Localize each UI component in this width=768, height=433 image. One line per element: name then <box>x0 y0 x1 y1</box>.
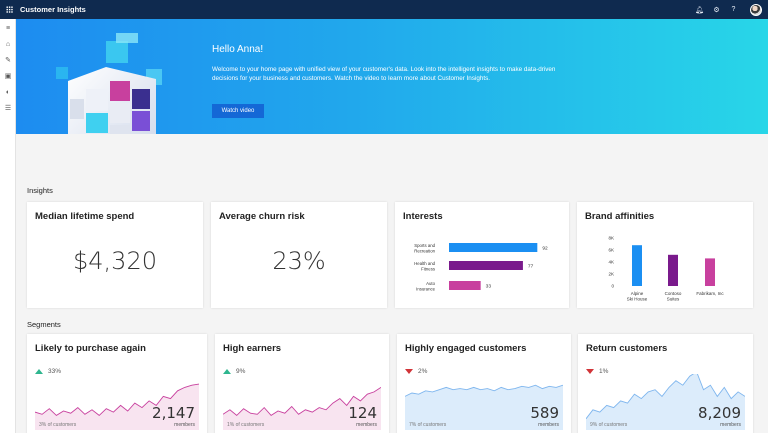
insights-section-label: Insights <box>27 186 53 195</box>
segment-card[interactable]: Likely to purchase again 33% 2,147 members 3… <box>27 334 207 433</box>
brand-affinities-card[interactable]: Brand affinities 0 2K 4K 6K 8K Alpine Ski Hous… <box>577 202 753 308</box>
card-title: Average churn risk <box>219 211 305 222</box>
segment-title: High earners <box>223 343 282 354</box>
segment-change: 2% <box>405 368 427 375</box>
home-icon[interactable]: ⌂ <box>5 41 11 48</box>
average-churn-risk-card[interactable]: Average churn risk 23% <box>211 202 387 308</box>
segment-members-label: members <box>174 422 195 428</box>
brand-category-label: Contoso Suites <box>665 291 682 302</box>
brand-bar[interactable] <box>705 258 715 286</box>
segment-sparkline <box>35 383 199 430</box>
gear-icon[interactable]: ⚙ <box>713 6 720 14</box>
segment-title: Likely to purchase again <box>35 343 146 354</box>
segment-icon[interactable]: ▣ <box>4 73 12 80</box>
segment-sparkline <box>586 374 745 430</box>
left-nav: ≡ ⌂ ✎ ▣ ◐ ☰ <box>0 19 16 433</box>
y-tick-label: 2K <box>608 272 614 277</box>
hero-description: Welcome to your home page with unified v… <box>212 66 556 83</box>
segment-member-count: 8,209 <box>698 404 741 422</box>
segment-percent-of-customers: 3% of customers <box>39 422 77 428</box>
brand-affinities-chart: 0 2K 4K 6K 8K Alpine Ski House Contoso Suites Fab… <box>608 236 724 302</box>
interest-value-label: 92 <box>542 246 548 252</box>
interests-card[interactable]: Interests Sports and Recreation 92 Health a… <box>395 202 569 308</box>
interests-chart: Sports and Recreation 92 Health and Fitness 7… <box>414 243 548 292</box>
brand-bar[interactable] <box>632 245 642 286</box>
segment-members-label: members <box>356 422 377 428</box>
hamburger-icon[interactable]: ≡ <box>5 25 11 32</box>
sparkline-area <box>223 387 381 430</box>
segment-sparkline <box>405 384 563 430</box>
segment-card[interactable]: Return customers 1% 8,209 members 9% of cust… <box>578 334 753 433</box>
median-lifetime-spend-value: $4,320 <box>73 247 157 275</box>
trend-down-icon <box>586 369 594 374</box>
card-title: Interests <box>403 211 443 222</box>
top-bar: Customer Insights 🔔︎ ⚙ ? <box>0 0 768 19</box>
pen-icon[interactable]: ✎ <box>5 57 11 64</box>
avatar[interactable] <box>750 3 762 16</box>
segment-percent-of-customers: 1% of customers <box>227 422 265 428</box>
cube-illustration <box>56 33 162 134</box>
segment-change-value: 1% <box>599 368 609 375</box>
segment-percent-of-customers: 7% of customers <box>409 422 447 428</box>
app-launcher-button[interactable] <box>0 0 19 19</box>
sparkline-area <box>35 384 199 430</box>
interest-bar[interactable] <box>449 243 538 252</box>
interest-value-label: 77 <box>528 264 534 270</box>
segment-card[interactable]: Highly engaged customers 2% 589 members 7% o… <box>397 334 571 433</box>
segment-title: Return customers <box>586 343 668 354</box>
segment-card[interactable]: High earners 9% 124 members 1% of customers <box>215 334 389 433</box>
hero-greeting: Hello Anna! <box>212 44 264 55</box>
data-icon[interactable]: ☰ <box>4 105 12 112</box>
y-tick-label: 6K <box>608 248 614 253</box>
segment-change-value: 33% <box>48 368 62 375</box>
card-title: Brand affinities <box>585 211 655 222</box>
segment-change: 9% <box>223 368 245 375</box>
segment-sparkline <box>223 387 381 430</box>
sparkline-line <box>223 387 381 417</box>
help-icon[interactable]: ? <box>731 6 736 13</box>
segment-title: Highly engaged customers <box>405 343 527 354</box>
y-tick-label: 4K <box>608 260 614 265</box>
segment-change-value: 9% <box>236 368 246 375</box>
sparkline-area <box>586 374 745 430</box>
average-churn-risk-value: 23% <box>272 247 326 275</box>
segment-members-label: members <box>720 422 741 428</box>
trend-down-icon <box>405 369 413 374</box>
brand-bar[interactable] <box>668 254 678 286</box>
segment-members-label: members <box>538 422 559 428</box>
app-title[interactable]: Customer Insights <box>20 5 86 14</box>
interest-category-label: Auto Insurance <box>416 281 435 292</box>
bell-icon[interactable]: 🔔︎ <box>695 6 704 14</box>
interest-bar[interactable] <box>449 261 523 270</box>
interest-category-label: Sports and Recreation <box>414 243 435 254</box>
segment-percent-of-customers: 9% of customers <box>590 422 628 428</box>
waffle-icon <box>6 6 13 13</box>
segment-member-count: 124 <box>348 404 377 422</box>
brand-category-label: Alpine Ski House <box>627 291 648 302</box>
card-title: Median lifetime spend <box>35 211 135 222</box>
interest-bar[interactable] <box>449 281 481 290</box>
segment-member-count: 589 <box>530 404 559 422</box>
brand-category-label: Fabrikam, Inc <box>696 291 724 296</box>
watch-video-button[interactable]: Watch video <box>212 104 264 118</box>
segment-change-value: 2% <box>418 368 428 375</box>
insights-icon[interactable]: ◐ <box>5 89 11 96</box>
sparkline-line <box>405 384 563 397</box>
segment-member-count: 2,147 <box>152 404 195 422</box>
trend-up-icon <box>35 369 43 374</box>
segment-change: 1% <box>586 368 608 375</box>
interest-value-label: 33 <box>486 284 492 290</box>
sparkline-area <box>405 385 563 430</box>
sparkline-line <box>586 374 745 420</box>
segments-section-label: Segments <box>27 320 61 329</box>
interest-category-label: Health and Fitness <box>414 261 435 272</box>
y-tick-label: 0 <box>611 284 614 289</box>
segment-change: 33% <box>35 368 61 375</box>
y-tick-label: 8K <box>608 236 614 241</box>
sparkline-line <box>35 383 199 416</box>
trend-up-icon <box>223 369 231 374</box>
median-lifetime-spend-card[interactable]: Median lifetime spend $4,320 <box>27 202 203 308</box>
welcome-banner: Hello Anna! Welcome to your home page wi… <box>16 19 768 134</box>
